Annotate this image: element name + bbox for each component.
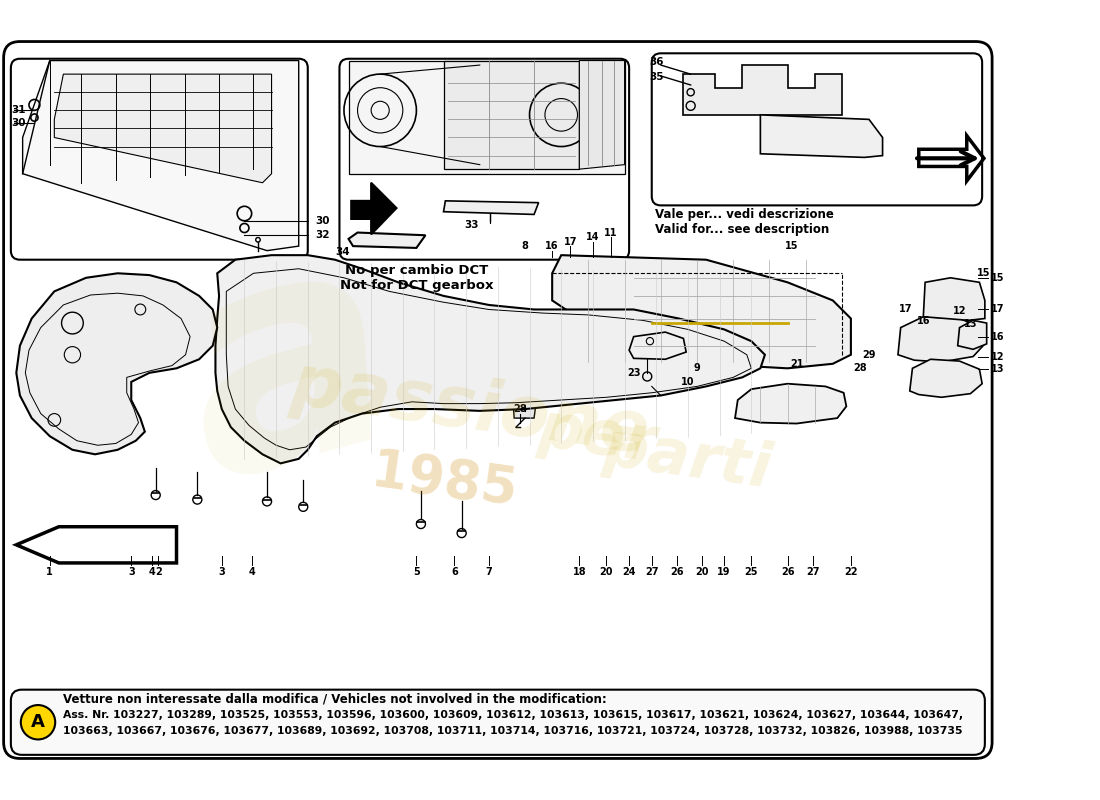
Text: 4: 4 xyxy=(249,567,255,577)
Text: 23: 23 xyxy=(627,368,640,378)
Text: 21: 21 xyxy=(790,358,803,369)
Text: Vetture non interessate dalla modifica / Vehicles not involved in the modificati: Vetture non interessate dalla modifica /… xyxy=(64,692,607,706)
Text: passione: passione xyxy=(287,350,654,468)
Text: 29: 29 xyxy=(862,350,876,360)
Polygon shape xyxy=(910,359,982,398)
Text: 1: 1 xyxy=(46,567,53,577)
Text: 10: 10 xyxy=(681,377,695,387)
Polygon shape xyxy=(514,405,536,418)
Text: 6: 6 xyxy=(451,567,458,577)
Text: 34: 34 xyxy=(334,247,350,258)
Text: 2: 2 xyxy=(155,567,162,577)
Text: 18: 18 xyxy=(572,567,586,577)
Text: 19: 19 xyxy=(717,567,730,577)
Polygon shape xyxy=(923,278,984,320)
Polygon shape xyxy=(443,61,580,169)
Text: 4: 4 xyxy=(148,567,155,577)
Text: 36: 36 xyxy=(649,58,663,67)
Text: 15: 15 xyxy=(977,268,991,278)
Polygon shape xyxy=(54,74,272,182)
Polygon shape xyxy=(735,384,846,423)
Polygon shape xyxy=(23,61,299,250)
Text: a: a xyxy=(152,202,428,543)
Text: 13: 13 xyxy=(964,319,977,329)
Text: 28: 28 xyxy=(854,363,867,374)
Polygon shape xyxy=(349,233,426,248)
Text: A: A xyxy=(31,714,45,731)
Text: 16: 16 xyxy=(991,332,1004,342)
Text: 13: 13 xyxy=(991,364,1004,374)
Polygon shape xyxy=(552,255,851,368)
Text: 20: 20 xyxy=(600,567,613,577)
Polygon shape xyxy=(629,332,686,359)
Text: 11: 11 xyxy=(604,227,618,238)
Text: 25: 25 xyxy=(745,567,758,577)
Text: 12: 12 xyxy=(953,306,966,316)
Text: Ass. Nr. 103227, 103289, 103525, 103553, 103596, 103600, 103609, 103612, 103613,: Ass. Nr. 103227, 103289, 103525, 103553,… xyxy=(64,710,964,720)
Text: 9: 9 xyxy=(694,363,701,374)
FancyBboxPatch shape xyxy=(11,690,984,755)
Polygon shape xyxy=(958,320,987,350)
Polygon shape xyxy=(580,61,625,169)
Polygon shape xyxy=(349,61,625,174)
Polygon shape xyxy=(898,317,984,362)
Polygon shape xyxy=(760,115,882,158)
Text: 32: 32 xyxy=(315,230,330,240)
Text: 15: 15 xyxy=(991,273,1004,282)
Text: per: per xyxy=(535,398,660,474)
Text: 26: 26 xyxy=(670,567,684,577)
Text: 17: 17 xyxy=(899,305,912,314)
Circle shape xyxy=(21,705,55,739)
Polygon shape xyxy=(351,182,396,234)
Text: 26: 26 xyxy=(781,567,794,577)
Text: 16: 16 xyxy=(546,241,559,251)
Text: 3: 3 xyxy=(128,567,134,577)
Text: 15: 15 xyxy=(785,241,799,251)
Text: Vale per... vedi descrizione
Valid for... see description: Vale per... vedi descrizione Valid for..… xyxy=(656,208,834,236)
Text: 24: 24 xyxy=(623,567,636,577)
Text: 12: 12 xyxy=(991,351,1004,362)
Text: 103663, 103667, 103676, 103677, 103689, 103692, 103708, 103711, 103714, 103716, : 103663, 103667, 103676, 103677, 103689, … xyxy=(64,726,962,736)
Text: 35: 35 xyxy=(649,72,663,82)
Text: 22: 22 xyxy=(844,567,858,577)
Text: 17: 17 xyxy=(563,237,578,246)
Text: 27: 27 xyxy=(645,567,659,577)
Text: 14: 14 xyxy=(586,232,600,242)
Polygon shape xyxy=(683,65,842,115)
Text: 16: 16 xyxy=(916,316,931,326)
Polygon shape xyxy=(16,274,217,454)
Text: 17: 17 xyxy=(991,305,1004,314)
Text: No per cambio DCT
Not for DCT gearbox: No per cambio DCT Not for DCT gearbox xyxy=(340,264,493,292)
Text: 31: 31 xyxy=(11,106,25,115)
Text: 7: 7 xyxy=(485,567,492,577)
Text: 5: 5 xyxy=(412,567,420,577)
Text: 8: 8 xyxy=(521,241,528,251)
Text: 3: 3 xyxy=(219,567,225,577)
Text: 20: 20 xyxy=(695,567,708,577)
Text: 28: 28 xyxy=(514,404,527,414)
Polygon shape xyxy=(443,201,539,214)
Text: 27: 27 xyxy=(806,567,820,577)
Text: 33: 33 xyxy=(464,220,478,230)
Text: parti: parti xyxy=(601,418,776,500)
Text: 30: 30 xyxy=(315,216,330,226)
Text: 1985: 1985 xyxy=(367,446,520,518)
Polygon shape xyxy=(216,255,764,463)
Text: 30: 30 xyxy=(11,118,25,128)
